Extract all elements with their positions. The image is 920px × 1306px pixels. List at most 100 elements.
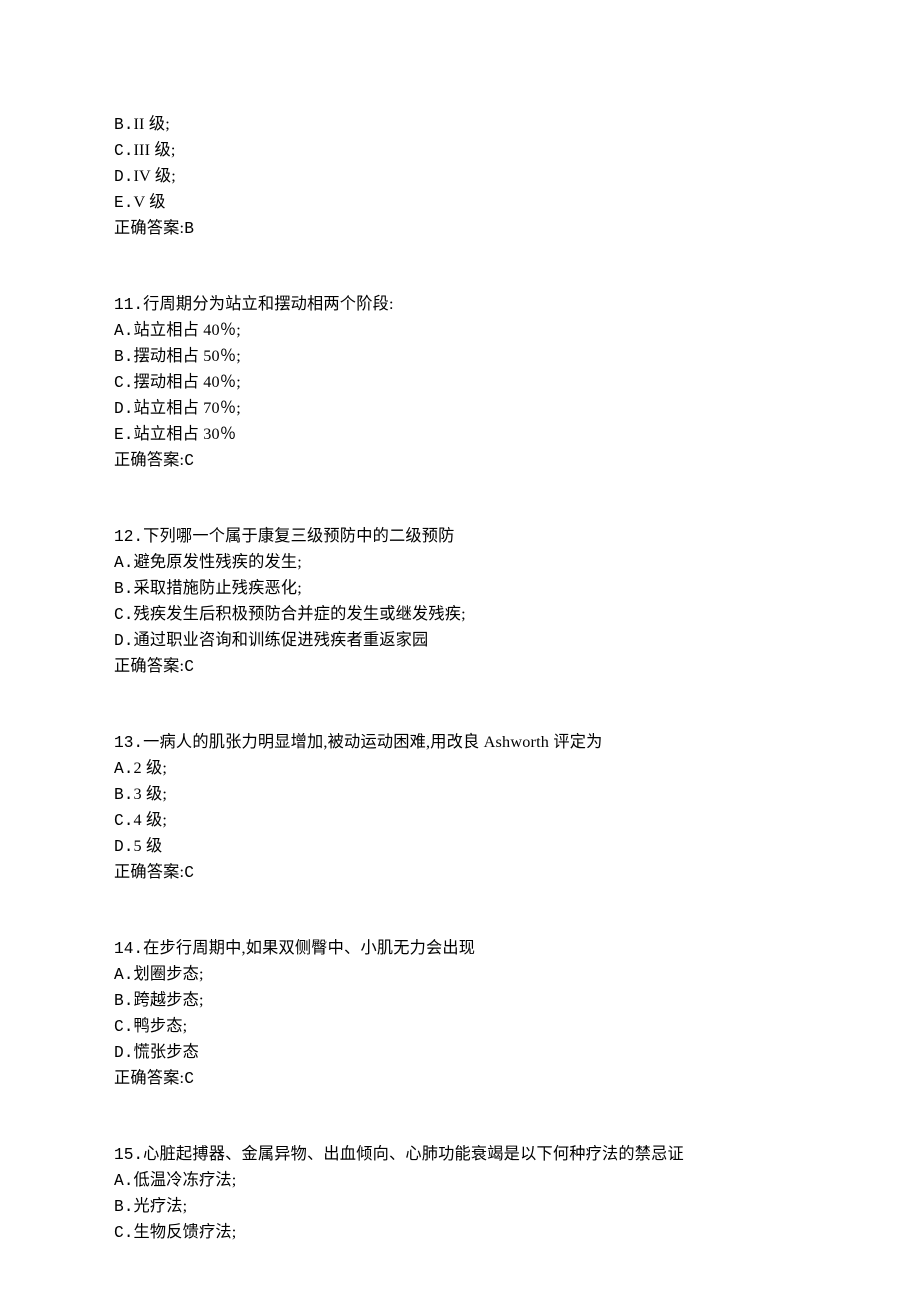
option-label: E. [114, 426, 133, 444]
option-line: E.V 级 [114, 190, 806, 216]
option-text: II 级; [133, 115, 170, 133]
answer-label: 正确答案: [114, 657, 184, 675]
stem-text: 心脏起搏器、金属异物、出血倾向、心肺功能衰竭是以下何种疗法的禁忌证 [143, 1145, 684, 1163]
question-stem: 11.行周期分为站立和摆动相两个阶段: [114, 292, 806, 318]
option-text: 残疾发生后积极预防合并症的发生或继发残疾; [133, 605, 465, 623]
option-text: V 级 [133, 193, 165, 211]
option-label: D. [114, 632, 133, 650]
answer-value: C [184, 452, 194, 470]
option-label: B. [114, 1198, 133, 1216]
option-line: C.III 级; [114, 138, 806, 164]
option-text: 低温冷冻疗法; [133, 1171, 236, 1189]
option-label: A. [114, 760, 133, 778]
option-text: 站立相占 30％ [133, 425, 236, 443]
option-text: 摆动相占 50％; [133, 347, 240, 365]
option-label: B. [114, 348, 133, 366]
option-label: B. [114, 992, 133, 1010]
option-text: 划圈步态; [133, 965, 203, 983]
question-spacer [114, 242, 806, 292]
answer-label: 正确答案: [114, 863, 184, 881]
question-stem: 14.在步行周期中,如果双侧臀中、小肌无力会出现 [114, 936, 806, 962]
question-stem: 12.下列哪一个属于康复三级预防中的二级预防 [114, 524, 806, 550]
option-line: B.摆动相占 50％; [114, 344, 806, 370]
option-text: 站立相占 40％; [133, 321, 240, 339]
option-label: A. [114, 322, 133, 340]
option-line: D.慌张步态 [114, 1040, 806, 1066]
option-line: A.2 级; [114, 756, 806, 782]
option-line: C.残疾发生后积极预防合并症的发生或继发残疾; [114, 602, 806, 628]
option-line: C.摆动相占 40％; [114, 370, 806, 396]
option-text: 避免原发性残疾的发生; [133, 553, 302, 571]
option-line: A.低温冷冻疗法; [114, 1168, 806, 1194]
answer-line: 正确答案:C [114, 448, 806, 474]
option-label: A. [114, 1172, 133, 1190]
answer-label: 正确答案: [114, 451, 184, 469]
stem-text: 下列哪一个属于康复三级预防中的二级预防 [143, 527, 454, 545]
option-line: B.光疗法; [114, 1194, 806, 1220]
question-spacer [114, 680, 806, 730]
option-line: C.生物反馈疗法; [114, 1220, 806, 1246]
answer-line: 正确答案:B [114, 216, 806, 242]
stem-text: 在步行周期中,如果双侧臀中、小肌无力会出现 [143, 939, 475, 957]
option-label: E. [114, 194, 133, 212]
option-label: C. [114, 1224, 133, 1242]
answer-label: 正确答案: [114, 219, 184, 237]
option-text: 站立相占 70％; [133, 399, 240, 417]
option-line: A.站立相占 40％; [114, 318, 806, 344]
option-line: D.5 级 [114, 834, 806, 860]
document-page: B.II 级; C.III 级; D.IV 级; E.V 级 正确答案:B 11… [0, 0, 920, 1306]
option-label: A. [114, 966, 133, 984]
option-text: 3 级; [133, 785, 167, 803]
option-text: 4 级; [133, 811, 167, 829]
answer-value: C [184, 864, 194, 882]
option-text: 光疗法; [133, 1197, 187, 1215]
option-line: A.划圈步态; [114, 962, 806, 988]
option-label: C. [114, 606, 133, 624]
answer-line: 正确答案:C [114, 860, 806, 886]
option-text: 5 级 [133, 837, 162, 855]
option-line: B.3 级; [114, 782, 806, 808]
question-spacer [114, 886, 806, 936]
option-label: C. [114, 142, 133, 160]
answer-line: 正确答案:C [114, 1066, 806, 1092]
option-line: D.IV 级; [114, 164, 806, 190]
option-label: D. [114, 838, 133, 856]
option-label: B. [114, 116, 133, 134]
question-spacer [114, 1092, 806, 1142]
stem-text: 行周期分为站立和摆动相两个阶段: [143, 295, 394, 313]
option-label: B. [114, 580, 133, 598]
option-line: D.站立相占 70％; [114, 396, 806, 422]
stem-text: 一病人的肌张力明显增加,被动运动困难,用改良 Ashworth 评定为 [143, 733, 602, 751]
option-text: IV 级; [133, 167, 176, 185]
question-number: 14. [114, 940, 143, 958]
option-text: 摆动相占 40％; [133, 373, 240, 391]
option-text: 生物反馈疗法; [133, 1223, 236, 1241]
question-number: 12. [114, 528, 143, 546]
option-text: 2 级; [133, 759, 167, 777]
option-text: 慌张步态 [133, 1043, 199, 1061]
question-number: 15. [114, 1146, 143, 1164]
option-text: 通过职业咨询和训练促进残疾者重返家园 [133, 631, 428, 649]
answer-value: B [184, 220, 194, 238]
option-text: 采取措施防止残疾恶化; [133, 579, 302, 597]
question-stem: 13.一病人的肌张力明显增加,被动运动困难,用改良 Ashworth 评定为 [114, 730, 806, 756]
option-label: D. [114, 168, 133, 186]
question-stem: 15.心脏起搏器、金属异物、出血倾向、心肺功能衰竭是以下何种疗法的禁忌证 [114, 1142, 806, 1168]
question-spacer [114, 474, 806, 524]
option-line: B.II 级; [114, 112, 806, 138]
option-label: D. [114, 1044, 133, 1062]
answer-line: 正确答案:C [114, 654, 806, 680]
answer-value: C [184, 1070, 194, 1088]
answer-label: 正确答案: [114, 1069, 184, 1087]
option-line: D.通过职业咨询和训练促进残疾者重返家园 [114, 628, 806, 654]
option-text: 跨越步态; [133, 991, 203, 1009]
option-line: C.4 级; [114, 808, 806, 834]
option-label: C. [114, 1018, 133, 1036]
question-number: 11. [114, 296, 143, 314]
option-label: B. [114, 786, 133, 804]
option-line: A.避免原发性残疾的发生; [114, 550, 806, 576]
option-label: A. [114, 554, 133, 572]
question-number: 13. [114, 734, 143, 752]
option-text: III 级; [133, 141, 175, 159]
option-label: D. [114, 400, 133, 418]
